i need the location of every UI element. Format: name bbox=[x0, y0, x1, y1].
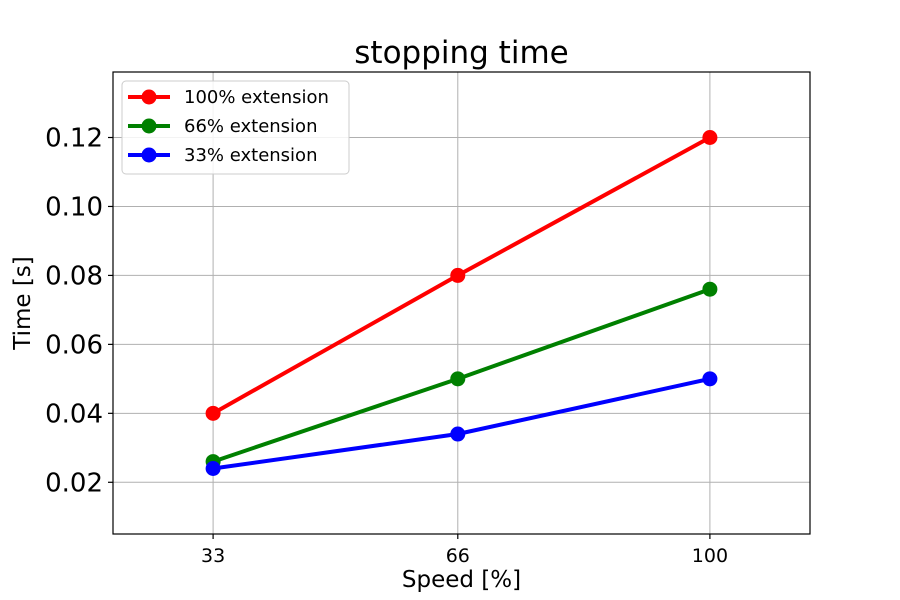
data-point bbox=[450, 426, 466, 442]
y-axis-ticks: 0.02 0.04 0.06 0.08 0.10 0.12 bbox=[45, 124, 113, 498]
legend-item: 100% extension bbox=[128, 87, 329, 108]
y-axis-label: Time [s] bbox=[10, 256, 36, 351]
data-point bbox=[702, 130, 718, 146]
legend: 100% extension 66% extension 33% extension bbox=[121, 80, 350, 175]
x-axis-label: Speed [%] bbox=[402, 567, 521, 593]
legend-marker bbox=[141, 147, 157, 163]
plot-frame bbox=[112, 71, 811, 535]
series-line bbox=[212, 376, 711, 471]
y-tick-label: 0.10 bbox=[45, 192, 103, 222]
legend-item: 33% extension bbox=[128, 145, 317, 166]
data-point bbox=[205, 405, 221, 421]
x-tick-label: 100 bbox=[692, 545, 728, 567]
legend-label: 66% extension bbox=[184, 116, 317, 137]
legend-item: 66% extension bbox=[128, 116, 317, 137]
x-axis-ticks: 33 66 100 bbox=[201, 534, 728, 567]
data-point bbox=[702, 371, 718, 387]
y-tick-label: 0.02 bbox=[45, 468, 103, 498]
y-tick-label: 0.12 bbox=[45, 124, 103, 154]
x-tick-label: 33 bbox=[201, 545, 225, 567]
series-group bbox=[205, 130, 718, 476]
x-tick-label: 66 bbox=[446, 545, 470, 567]
series-3 bbox=[205, 371, 718, 476]
y-tick-label: 0.04 bbox=[45, 399, 103, 429]
y-tick-label: 0.08 bbox=[45, 261, 103, 291]
y-tick-label: 0.06 bbox=[45, 330, 103, 360]
legend-marker bbox=[141, 118, 157, 134]
legend-box bbox=[121, 80, 350, 175]
data-point bbox=[450, 267, 466, 283]
legend-marker bbox=[141, 89, 157, 105]
data-point bbox=[702, 281, 718, 297]
chart-title: stopping time bbox=[354, 35, 568, 71]
legend-label: 33% extension bbox=[184, 145, 317, 166]
series-1 bbox=[205, 130, 718, 421]
grid bbox=[113, 72, 810, 534]
legend-label: 100% extension bbox=[184, 87, 329, 108]
data-point bbox=[450, 371, 466, 387]
data-point bbox=[205, 460, 221, 476]
